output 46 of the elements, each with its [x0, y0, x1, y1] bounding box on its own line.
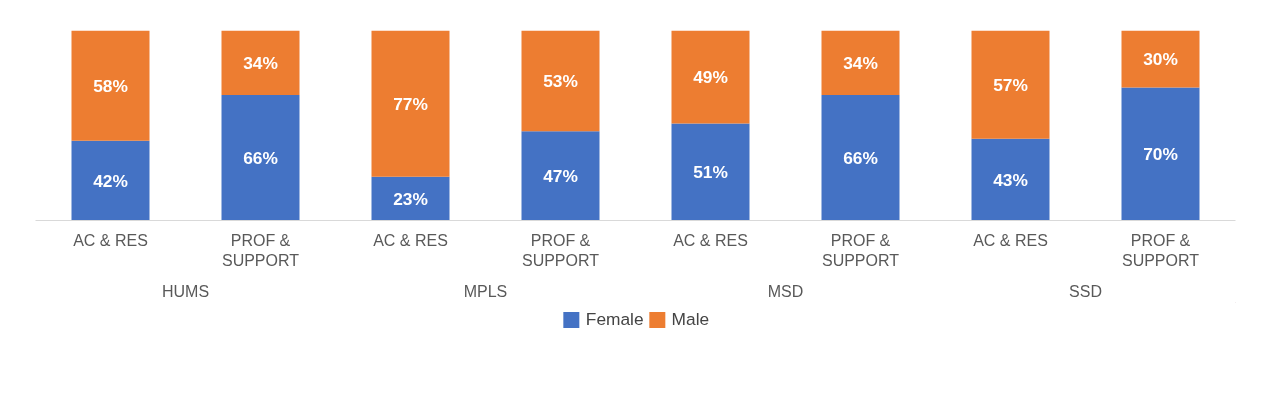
bar [671, 30, 750, 124]
data-label: 77% [393, 93, 428, 114]
data-label: 58% [93, 75, 128, 96]
data-label: 66% [243, 147, 278, 168]
data-label: 34% [243, 52, 278, 73]
bar [971, 30, 1050, 139]
legend-label: Male [671, 308, 710, 330]
bar [371, 30, 450, 177]
bar [821, 30, 900, 96]
x-tick-label: PROF & SUPPORT [521, 231, 600, 269]
bar [221, 95, 300, 221]
data-label: 47% [543, 165, 578, 186]
data-label: 43% [993, 169, 1028, 190]
data-label: 30% [1143, 49, 1178, 69]
bar [371, 176, 450, 221]
x-tick-label: AC & RES [73, 231, 148, 249]
bar [521, 30, 600, 132]
data-label: 49% [693, 67, 728, 88]
text: MPLS [463, 282, 508, 300]
data-label: 53% [543, 70, 578, 91]
bar [1121, 30, 1200, 88]
x-tick-label: AC & RES [673, 231, 748, 249]
x-tick-label: PROF & SUPPORT [221, 231, 300, 269]
bar [71, 140, 150, 221]
text: SSD [1069, 282, 1102, 300]
legend-label: Female [585, 308, 644, 330]
bar [71, 30, 150, 141]
data-label: 23% [393, 188, 428, 209]
x-tick-label: AC & RES [373, 231, 448, 249]
text: HUMS [161, 282, 210, 300]
data-label: 57% [993, 74, 1028, 95]
data-label: 34% [843, 52, 878, 73]
data-label: 66% [843, 147, 878, 168]
x-tick-label: AC & RES [973, 231, 1048, 249]
x-tick-label: PROF & SUPPORT [821, 231, 900, 269]
data-label: 51% [693, 162, 728, 183]
bar [671, 123, 750, 221]
bar [971, 138, 1050, 221]
data-label: 70% [1143, 144, 1178, 164]
bar [521, 131, 600, 221]
bar [1121, 87, 1200, 221]
bar [221, 30, 300, 96]
data-label: 42% [93, 170, 128, 191]
text: MSD [767, 282, 804, 300]
bar [821, 95, 900, 221]
x-tick-label: PROF & SUPPORT [1121, 231, 1200, 269]
